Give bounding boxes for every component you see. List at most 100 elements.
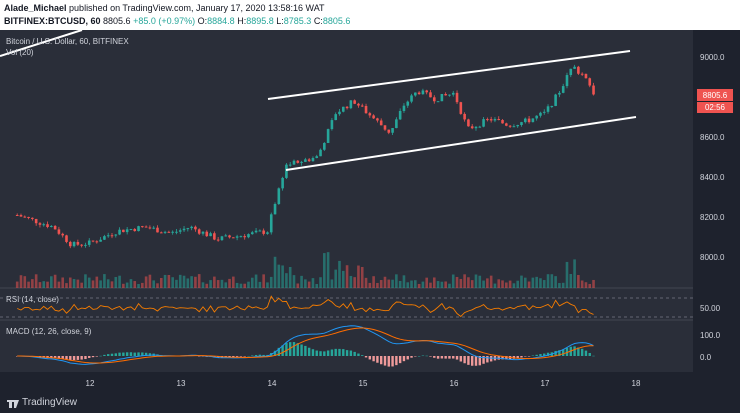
- price-tick-label: 9000.0: [700, 53, 725, 62]
- volume-bar: [383, 276, 387, 288]
- macd-histogram-bar: [61, 356, 64, 360]
- candle-body: [520, 122, 523, 126]
- candle-body: [425, 90, 428, 93]
- volume-bar: [432, 277, 436, 288]
- volume-bar: [137, 283, 140, 288]
- candle-body: [159, 232, 163, 234]
- macd-histogram-bar: [76, 356, 80, 360]
- macd-histogram-bar: [543, 353, 546, 356]
- candle-body: [368, 113, 372, 116]
- candle-body: [228, 235, 231, 238]
- volume-bar: [285, 273, 288, 288]
- macd-histogram-bar: [57, 356, 61, 359]
- rsi-tick: 50.00: [700, 304, 721, 313]
- macd-histogram-bar: [330, 349, 334, 356]
- macd-histogram-bar: [232, 356, 235, 358]
- macd-histogram-bar: [364, 356, 368, 358]
- candle-body: [23, 216, 27, 218]
- volume-bar: [501, 280, 504, 288]
- candle-body: [470, 126, 474, 129]
- candle-body: [50, 225, 53, 227]
- macd-histogram-bar: [122, 352, 125, 356]
- macd-histogram-bar: [281, 345, 284, 356]
- volume-bar: [584, 282, 588, 288]
- candle-body: [72, 242, 76, 247]
- tradingview-logo-icon[interactable]: [6, 398, 20, 408]
- candle-body: [175, 231, 178, 233]
- volume-bar: [550, 274, 554, 288]
- candle-body: [414, 92, 417, 96]
- volume-bar: [376, 282, 379, 288]
- macd-histogram-bar: [414, 356, 417, 357]
- volume-bar: [122, 283, 125, 288]
- volume-bar: [429, 282, 432, 288]
- macd-histogram-bar: [304, 345, 307, 356]
- volume-bar: [577, 274, 580, 288]
- macd-histogram-bar: [118, 352, 121, 356]
- price-tick-label: 8200.0: [700, 213, 725, 222]
- volume-bar: [436, 281, 440, 288]
- candle-body: [307, 159, 311, 162]
- candle-body: [118, 229, 121, 235]
- volume-bar: [19, 275, 23, 288]
- volume-bar: [349, 275, 353, 288]
- macd-histogram-bar: [433, 356, 436, 358]
- candle-body: [91, 240, 95, 242]
- macd-histogram-bar: [524, 356, 527, 357]
- volume-bar: [277, 264, 281, 288]
- candle-body: [235, 236, 239, 238]
- volume-bar: [205, 283, 209, 288]
- volume-bar: [220, 279, 224, 288]
- macd-histogram-bar: [368, 356, 372, 360]
- macd-histogram-bar: [50, 356, 53, 359]
- macd-histogram-bar: [296, 343, 299, 356]
- candle-body: [292, 160, 296, 165]
- volume-bar: [133, 281, 137, 288]
- candle-body: [573, 66, 576, 69]
- volume-bar: [31, 279, 34, 288]
- macd-histogram-bar: [577, 347, 580, 356]
- candle-body: [550, 105, 554, 107]
- candle-body: [463, 113, 466, 120]
- volume-bar: [561, 282, 565, 288]
- volume-bar: [23, 276, 27, 288]
- countdown-badge-bg: [697, 102, 733, 113]
- author-name[interactable]: Alade_Michael: [4, 3, 67, 13]
- candle-body: [546, 106, 550, 112]
- candle-body: [448, 94, 451, 96]
- volume-bar: [129, 279, 133, 288]
- tradingview-brand[interactable]: TradingView: [22, 397, 78, 408]
- volume-bar: [87, 277, 91, 288]
- volume-bar: [379, 280, 383, 288]
- candle-body: [103, 236, 106, 240]
- candle-body: [15, 215, 19, 216]
- channel-lower-line[interactable]: [285, 116, 637, 171]
- macd-histogram-bar: [455, 356, 459, 360]
- candle-body: [512, 126, 516, 128]
- open-value: 8884.8: [207, 16, 235, 26]
- macd-histogram-bar: [228, 356, 231, 358]
- macd-histogram-bar: [361, 355, 364, 356]
- volume-bar: [531, 277, 535, 288]
- candle-body: [372, 115, 375, 119]
- volume-bar: [103, 274, 106, 288]
- volume-bar: [15, 281, 19, 288]
- volume-bar: [542, 280, 546, 288]
- publication-header: Alade_Michael published on TradingView.c…: [0, 0, 740, 30]
- candle-body: [171, 231, 174, 233]
- channel-upper-line[interactable]: [267, 50, 631, 100]
- time-tick-label: 17: [541, 379, 550, 388]
- candle-body: [489, 119, 493, 121]
- volume-bar: [505, 282, 508, 288]
- candle-body: [558, 92, 561, 95]
- macd-histogram-bar: [429, 356, 432, 357]
- volume-bar: [91, 280, 95, 288]
- macd-histogram-bar: [254, 354, 258, 356]
- time-axis[interactable]: [0, 372, 740, 394]
- volume-bar: [539, 278, 542, 288]
- open-label: O:: [197, 16, 208, 26]
- trendline-top-left[interactable]: [0, 30, 83, 57]
- volume-bar: [159, 277, 163, 288]
